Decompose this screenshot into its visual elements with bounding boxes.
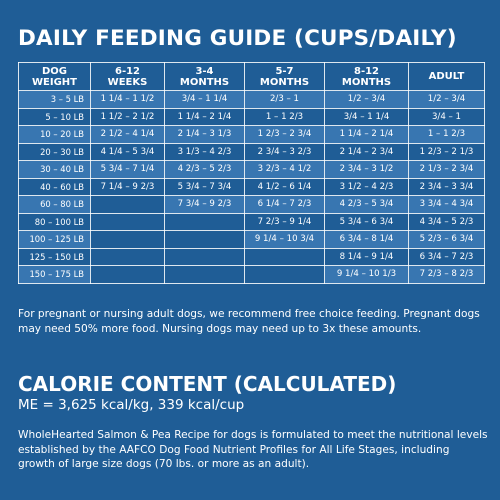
table-cell: 7 3/4 – 9 2/3 [164, 195, 245, 214]
table-cell: 2 3/4 – 3 1/2 [324, 160, 409, 179]
empty-cell [90, 265, 165, 284]
table-cell: 2 1/4 – 3 1/3 [164, 125, 245, 144]
table-row: 60 – 80 LB 7 3/4 – 9 2/3 6 1/4 – 7 2/3 4… [18, 195, 485, 214]
weight-cell: 40 – 60 LB [18, 177, 91, 196]
column-header-dog-weight: DOG WEIGHT [18, 62, 91, 91]
table-cell: 3 1/2 – 4 2/3 [324, 177, 409, 196]
table-row: 100 – 125 LB 9 1/4 – 10 3/4 6 3/4 – 8 1/… [18, 230, 485, 249]
table-cell: 9 1/4 – 10 3/4 [244, 230, 325, 249]
table-cell: 3 3/4 – 4 3/4 [408, 195, 485, 214]
column-header-3-4-months: 3-4 MONTHS [164, 62, 245, 91]
table-cell: 3/4 – 1 [408, 107, 485, 126]
table-cell: 1 1/2 – 2 1/2 [90, 107, 165, 126]
table-cell: 2 1/4 – 2 3/4 [324, 142, 409, 161]
weight-cell: 20 – 30 LB [18, 142, 91, 161]
table-cell: 8 1/4 – 9 1/4 [324, 247, 409, 266]
table-cell: 2 3/4 – 3 3/4 [408, 177, 485, 196]
empty-cell [244, 265, 325, 284]
table-cell: 2 3/4 – 3 2/3 [244, 142, 325, 161]
table-cell: 3 1/3 – 4 2/3 [164, 142, 245, 161]
table-cell: 1/2 – 3/4 [324, 90, 409, 109]
table-cell: 5 3/4 – 7 1/4 [90, 160, 165, 179]
table-row: 5 – 10 LB 1 1/2 – 2 1/2 1 1/4 – 2 1/4 1 … [18, 107, 485, 126]
weight-cell: 3 – 5 LB [18, 90, 91, 109]
calorie-content-title: CALORIE CONTENT (CALCULATED) [18, 372, 397, 396]
table-cell: 9 1/4 – 10 1/3 [324, 265, 409, 284]
column-header-5-7-months: 5-7 MONTHS [244, 62, 325, 91]
table-cell: 5 3/4 – 7 3/4 [164, 177, 245, 196]
weight-cell: 80 – 100 LB [18, 212, 91, 231]
table-row: 125 – 150 LB 8 1/4 – 9 1/4 6 3/4 – 7 2/3 [18, 247, 485, 266]
weight-cell: 10 – 20 LB [18, 125, 91, 144]
table-cell: 1 1/4 – 2 1/4 [324, 125, 409, 144]
table-row: 30 – 40 LB 5 3/4 – 7 1/4 4 2/3 – 5 2/3 3… [18, 160, 485, 179]
feeding-table: DOG WEIGHT 6-12 WEEKS 3-4 MONTHS 5-7 MONTHS … [18, 62, 485, 284]
feeding-note: For pregnant or nursing adult dogs, we r… [18, 308, 480, 335]
table-cell: 1 2/3 – 2 1/3 [408, 142, 485, 161]
weight-cell: 60 – 80 LB [18, 195, 91, 214]
column-header-adult: ADULT [408, 62, 485, 91]
table-cell: 6 3/4 – 8 1/4 [324, 230, 409, 249]
table-cell: 7 1/4 – 9 2/3 [90, 177, 165, 196]
table-cell: 4 2/3 – 5 3/4 [324, 195, 409, 214]
weight-cell: 5 – 10 LB [18, 107, 91, 126]
table-row: 10 – 20 LB 2 1/2 – 4 1/4 2 1/4 – 3 1/3 1… [18, 125, 485, 144]
empty-cell [164, 247, 245, 266]
weight-cell: 150 – 175 LB [18, 265, 91, 284]
feeding-table-header: DOG WEIGHT 6-12 WEEKS 3-4 MONTHS 5-7 MONTHS … [18, 62, 485, 91]
empty-cell [164, 230, 245, 249]
table-cell: 4 2/3 – 5 2/3 [164, 160, 245, 179]
table-cell: 7 2/3 – 8 2/3 [408, 265, 485, 284]
table-cell: 1 – 1 2/3 [244, 107, 325, 126]
weight-cell: 30 – 40 LB [18, 160, 91, 179]
empty-cell [90, 212, 165, 231]
empty-cell [90, 247, 165, 266]
table-cell: 4 1/2 – 6 1/4 [244, 177, 325, 196]
table-cell: 7 2/3 – 9 1/4 [244, 212, 325, 231]
empty-cell [90, 230, 165, 249]
calorie-content-value: ME = 3,625 kcal/kg, 339 kcal/cup [18, 397, 245, 413]
table-cell: 1 – 1 2/3 [408, 125, 485, 144]
empty-cell [164, 212, 245, 231]
weight-cell: 100 – 125 LB [18, 230, 91, 249]
table-cell: 3/4 – 1 1/4 [324, 107, 409, 126]
empty-cell [164, 265, 245, 284]
table-cell: 1 1/4 – 2 1/4 [164, 107, 245, 126]
weight-cell: 125 – 150 LB [18, 247, 91, 266]
table-cell: 1/2 – 3/4 [408, 90, 485, 109]
aafco-statement: WholeHearted Salmon & Pea Recipe for dog… [18, 429, 488, 470]
table-cell: 5 2/3 – 6 3/4 [408, 230, 485, 249]
table-cell: 2/3 – 1 [244, 90, 325, 109]
table-row: 20 – 30 LB 4 1/4 – 5 3/4 3 1/3 – 4 2/3 2… [18, 142, 485, 161]
table-cell: 1 2/3 – 2 3/4 [244, 125, 325, 144]
table-cell: 4 3/4 – 5 2/3 [408, 212, 485, 231]
empty-cell [90, 195, 165, 214]
table-cell: 5 3/4 – 6 3/4 [324, 212, 409, 231]
table-cell: 3 2/3 – 4 1/2 [244, 160, 325, 179]
table-row: 3 – 5 LB 1 1/4 – 1 1/2 3/4 – 1 1/4 2/3 –… [18, 90, 485, 109]
table-cell: 4 1/4 – 5 3/4 [90, 142, 165, 161]
table-cell: 6 3/4 – 7 2/3 [408, 247, 485, 266]
table-cell: 1 1/4 – 1 1/2 [90, 90, 165, 109]
table-row: 80 – 100 LB 7 2/3 – 9 1/4 5 3/4 – 6 3/4 … [18, 212, 485, 231]
table-row: 150 – 175 LB 9 1/4 – 10 1/3 7 2/3 – 8 2/… [18, 265, 485, 284]
table-cell: 2 1/2 – 4 1/4 [90, 125, 165, 144]
column-header-8-12-months: 8-12 MONTHS [324, 62, 409, 91]
table-cell: 6 1/4 – 7 2/3 [244, 195, 325, 214]
feeding-guide-title: DAILY FEEDING GUIDE (CUPS/DAILY) [18, 26, 457, 51]
empty-cell [244, 247, 325, 266]
feeding-table-body: 3 – 5 LB 1 1/4 – 1 1/2 3/4 – 1 1/4 2/3 –… [18, 90, 485, 284]
table-cell: 3/4 – 1 1/4 [164, 90, 245, 109]
table-row: 40 – 60 LB 7 1/4 – 9 2/3 5 3/4 – 7 3/4 4… [18, 177, 485, 196]
table-cell: 2 1/3 – 2 3/4 [408, 160, 485, 179]
column-header-6-12-weeks: 6-12 WEEKS [90, 62, 165, 91]
